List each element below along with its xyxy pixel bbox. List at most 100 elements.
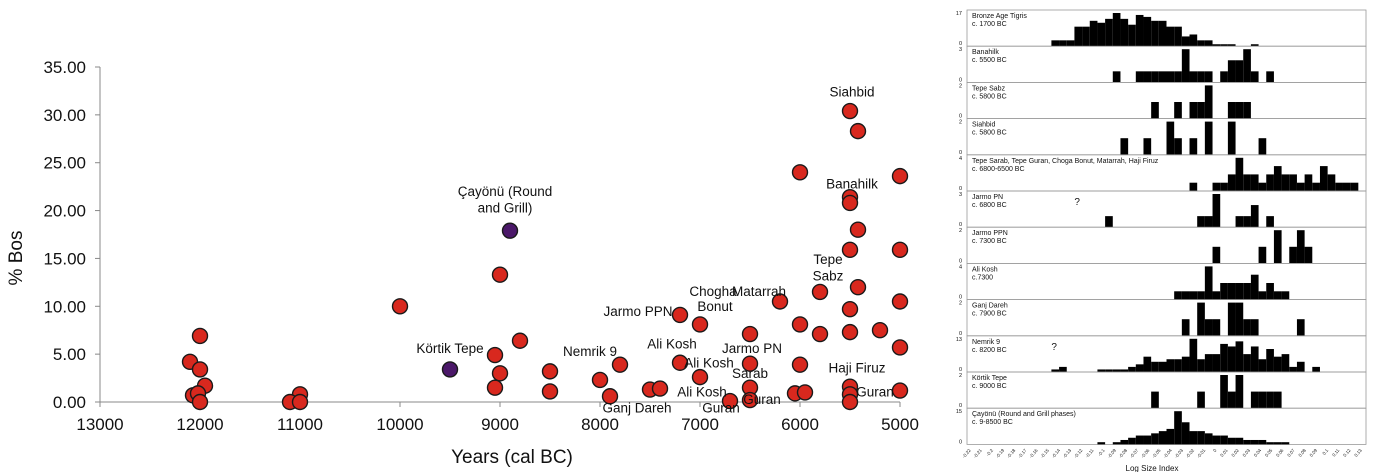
x-tick-label: 7000 (681, 415, 719, 434)
point-label: Nemrik 9 (563, 344, 617, 359)
panel-ymax-label: 13 (956, 337, 962, 343)
data-point (191, 361, 209, 378)
histogram-bar (1151, 433, 1159, 445)
point-label: Ali Kosh (684, 356, 734, 371)
uncertain-marker: ? (1074, 197, 1080, 208)
histogram-tick-label: 0.02 (1230, 447, 1240, 457)
panel-date-label: c. 7900 BC (972, 311, 1007, 318)
data-point (841, 241, 859, 259)
histogram-bar (1212, 194, 1221, 228)
data-point (541, 363, 559, 380)
panel-date-label: c. 6800 BC (972, 202, 1007, 209)
data-point (511, 332, 529, 349)
histogram-tick-label: -0.01 (1196, 447, 1207, 458)
histogram-bar (1304, 174, 1313, 191)
histogram-tick-label: -0.05 (1151, 447, 1162, 458)
data-point (849, 221, 867, 238)
histogram-bar (1212, 44, 1221, 47)
panel-ymax-label: 3 (959, 192, 962, 198)
data-point (741, 391, 759, 409)
panel-site-label: Körtik Tepe (972, 375, 1007, 382)
x-tick-label: 8000 (581, 415, 619, 434)
histogram-tick-label: 0 (1212, 447, 1218, 453)
point-label: Siahbid (829, 85, 874, 100)
panel-ymin-label: 0 (959, 41, 962, 47)
point-label: Jarmo PN (722, 341, 782, 356)
histogram-bar (1166, 428, 1175, 445)
x-axis-label: Years (cal BC) (451, 447, 573, 468)
histogram-bar (1243, 319, 1251, 336)
histogram-bar (1212, 435, 1221, 445)
point-label: Sarab (732, 366, 768, 381)
histogram-bar (1174, 71, 1182, 83)
histogram-bar (1212, 319, 1221, 336)
histogram-bar (1220, 182, 1228, 191)
data-point (811, 283, 829, 301)
histogram-bar (1235, 216, 1244, 228)
histogram-tick-label: -0.06 (1140, 447, 1151, 458)
histogram-bar (1112, 71, 1121, 83)
panel-site-label: Banahilk (972, 49, 999, 56)
x-tick-label: 5000 (881, 415, 919, 434)
histogram-bar (1097, 442, 1106, 445)
histogram-bar (1189, 102, 1198, 119)
histogram-tick-label: 0.08 (1297, 447, 1307, 457)
histogram-bar (1189, 291, 1198, 300)
data-point (811, 325, 829, 343)
panel-ymax-label: 4 (959, 156, 962, 162)
histogram-bar (1112, 369, 1121, 372)
histogram-bar (1227, 60, 1236, 83)
data-point (841, 102, 859, 120)
histogram-bar (1243, 354, 1251, 372)
panel-ymin-label: 0 (959, 77, 962, 83)
histogram-bar (1174, 26, 1182, 47)
x-tick-label: 10000 (376, 415, 423, 434)
histogram-bar (1135, 364, 1144, 372)
panel-ymax-label: 15 (956, 409, 962, 415)
histogram-tick-label: -0.07 (1129, 447, 1140, 458)
histogram-tick-label: 0.1 (1321, 447, 1329, 455)
histogram-bar (1089, 20, 1098, 47)
histogram-bar (1243, 283, 1251, 300)
histogram-bar (1266, 283, 1274, 300)
histogram-bar (1250, 319, 1259, 336)
histogram-bar (1227, 44, 1236, 47)
x-tick-label: 6000 (781, 415, 819, 434)
data-point (391, 298, 409, 315)
histogram-bar (1197, 291, 1205, 300)
data-point (291, 393, 309, 411)
panel-site-label: Jarmo PPN (972, 230, 1008, 237)
histogram-bar (1258, 291, 1267, 300)
histogram-bar (1074, 26, 1083, 47)
panel-ymax-label: 2 (959, 373, 962, 379)
histogram-bar (1319, 166, 1328, 191)
panel-ymax-label: 2 (959, 301, 962, 307)
point-label: Çayönü (Round (458, 184, 553, 199)
histogram-bar (1051, 369, 1060, 372)
histogram-bar (1243, 216, 1251, 228)
histogram-bar (1220, 375, 1228, 409)
data-point (691, 368, 709, 386)
histogram-tick-label: 0.06 (1275, 447, 1285, 457)
scatter-chart: 13000 12000 11000 10000 9000 8000 7000 6000 5000… (6, 58, 919, 468)
histogram-bar (1143, 356, 1152, 372)
panel-date-label: c. 5800 BC (972, 93, 1007, 100)
histogram-bar (1120, 439, 1129, 445)
histogram-bar (1128, 24, 1136, 47)
histogram-bar (1059, 366, 1067, 372)
histogram-bar (1181, 49, 1190, 83)
data-point (671, 306, 689, 324)
histogram-tick-label: 0.11 (1331, 447, 1341, 457)
histogram-bar (1143, 16, 1152, 47)
histogram-bar (1258, 246, 1267, 264)
histogram-bar (1135, 71, 1144, 83)
panel-ymin-label: 0 (959, 439, 962, 445)
histogram-panel: 3 0 Jarmo PNc. 6800 BC? (959, 190, 1367, 228)
panel-date-label: c. 9-8500 BC (972, 419, 1013, 426)
histogram-bar (1335, 182, 1343, 191)
histogram-bar (1189, 138, 1198, 155)
